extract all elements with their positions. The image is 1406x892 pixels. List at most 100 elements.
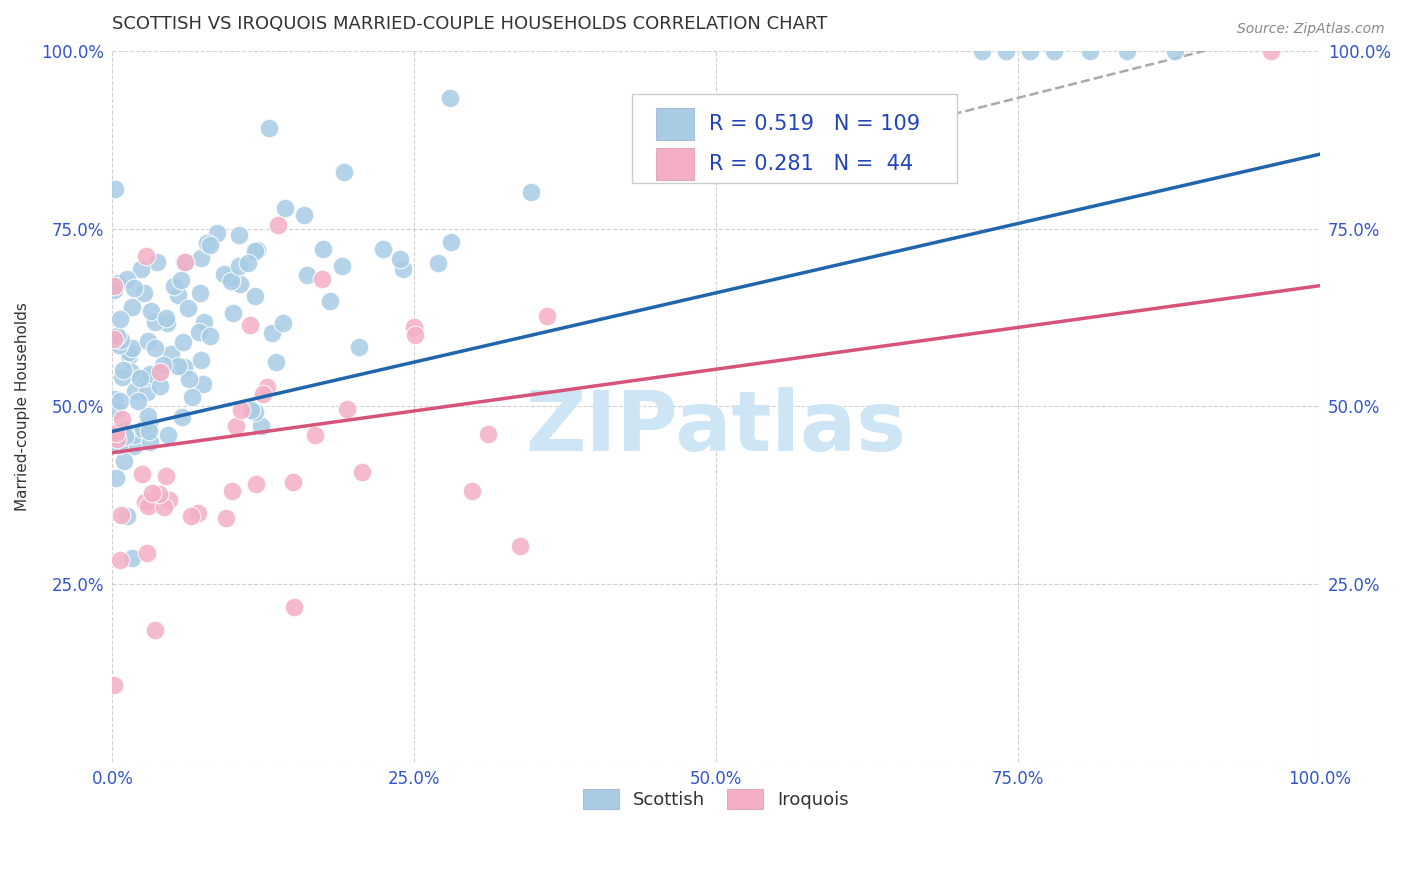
Point xyxy=(256,380,278,394)
Point xyxy=(115,272,138,286)
Point xyxy=(135,370,157,384)
Point xyxy=(157,427,180,442)
Point xyxy=(143,315,166,329)
Point xyxy=(148,487,170,501)
Text: ZIPatlas: ZIPatlas xyxy=(526,387,907,468)
Point xyxy=(122,428,145,442)
Point xyxy=(105,432,128,446)
Point xyxy=(221,483,243,498)
Point xyxy=(173,255,195,269)
Point xyxy=(103,283,125,297)
Text: Source: ZipAtlas.com: Source: ZipAtlas.com xyxy=(1237,22,1385,37)
Y-axis label: Married-couple Households: Married-couple Households xyxy=(15,302,30,511)
Point xyxy=(138,418,160,433)
Point xyxy=(157,493,180,508)
Point xyxy=(215,510,238,524)
Point xyxy=(103,332,125,346)
Point xyxy=(1043,44,1066,58)
Point xyxy=(190,352,212,367)
Point xyxy=(388,252,411,267)
Point xyxy=(111,412,134,426)
Point xyxy=(427,256,450,270)
Point xyxy=(121,301,143,315)
Point xyxy=(187,506,209,520)
Point xyxy=(120,366,142,380)
Point xyxy=(174,255,197,269)
Point xyxy=(260,326,283,340)
Point xyxy=(439,91,461,105)
Text: SCOTTISH VS IROQUOIS MARRIED-COUPLE HOUSEHOLDS CORRELATION CHART: SCOTTISH VS IROQUOIS MARRIED-COUPLE HOUS… xyxy=(112,15,828,33)
Point xyxy=(333,165,356,179)
Point xyxy=(112,362,135,376)
Point xyxy=(108,338,131,352)
Point xyxy=(332,260,354,274)
Point xyxy=(141,304,163,318)
Point xyxy=(193,315,215,329)
Point xyxy=(114,429,136,443)
Point xyxy=(191,376,214,391)
Point xyxy=(139,368,162,382)
Point xyxy=(228,277,250,292)
Point xyxy=(105,402,128,417)
Point xyxy=(108,553,131,567)
Point xyxy=(319,293,342,308)
Point xyxy=(440,235,463,249)
Point xyxy=(136,500,159,514)
Point xyxy=(121,341,143,355)
Point xyxy=(163,278,186,293)
Point xyxy=(477,427,499,442)
Point xyxy=(118,344,141,359)
Point xyxy=(274,202,297,216)
Point xyxy=(271,316,294,330)
Point xyxy=(143,624,166,638)
Point xyxy=(135,424,157,438)
Point xyxy=(281,475,304,490)
Point xyxy=(267,218,290,232)
Point xyxy=(149,378,172,392)
Point xyxy=(105,329,128,343)
Point xyxy=(124,384,146,398)
Point xyxy=(134,286,156,301)
Point xyxy=(245,244,267,258)
Point xyxy=(139,435,162,450)
Point xyxy=(167,359,190,374)
Point xyxy=(129,370,152,384)
Point xyxy=(222,305,245,319)
Point xyxy=(257,120,280,135)
Point xyxy=(141,486,163,500)
Point xyxy=(402,320,425,334)
Point xyxy=(118,349,141,363)
Point xyxy=(177,301,200,315)
Point xyxy=(392,262,415,277)
Point xyxy=(177,372,200,386)
Point xyxy=(122,439,145,453)
Point xyxy=(536,309,558,323)
Point xyxy=(127,393,149,408)
Point xyxy=(373,242,395,256)
Point xyxy=(212,267,235,281)
Point xyxy=(198,329,221,343)
Legend: Scottish, Iroquois: Scottish, Iroquois xyxy=(575,781,856,817)
Point xyxy=(170,273,193,287)
Point xyxy=(243,244,266,258)
FancyBboxPatch shape xyxy=(655,108,695,140)
Point xyxy=(155,469,177,483)
Point xyxy=(1164,44,1187,58)
Point xyxy=(112,454,135,468)
Point xyxy=(207,226,229,240)
Point xyxy=(264,355,287,369)
Point xyxy=(250,419,273,434)
Point xyxy=(520,185,543,199)
Point xyxy=(143,342,166,356)
Point xyxy=(239,402,262,417)
Point xyxy=(110,508,132,522)
Point xyxy=(160,347,183,361)
Point xyxy=(105,425,128,440)
Point xyxy=(132,421,155,435)
Point xyxy=(404,327,426,342)
Point xyxy=(131,262,153,277)
Point xyxy=(238,256,260,270)
Point xyxy=(294,208,316,222)
Point xyxy=(107,438,129,452)
Text: R = 0.281   N =  44: R = 0.281 N = 44 xyxy=(709,153,912,174)
